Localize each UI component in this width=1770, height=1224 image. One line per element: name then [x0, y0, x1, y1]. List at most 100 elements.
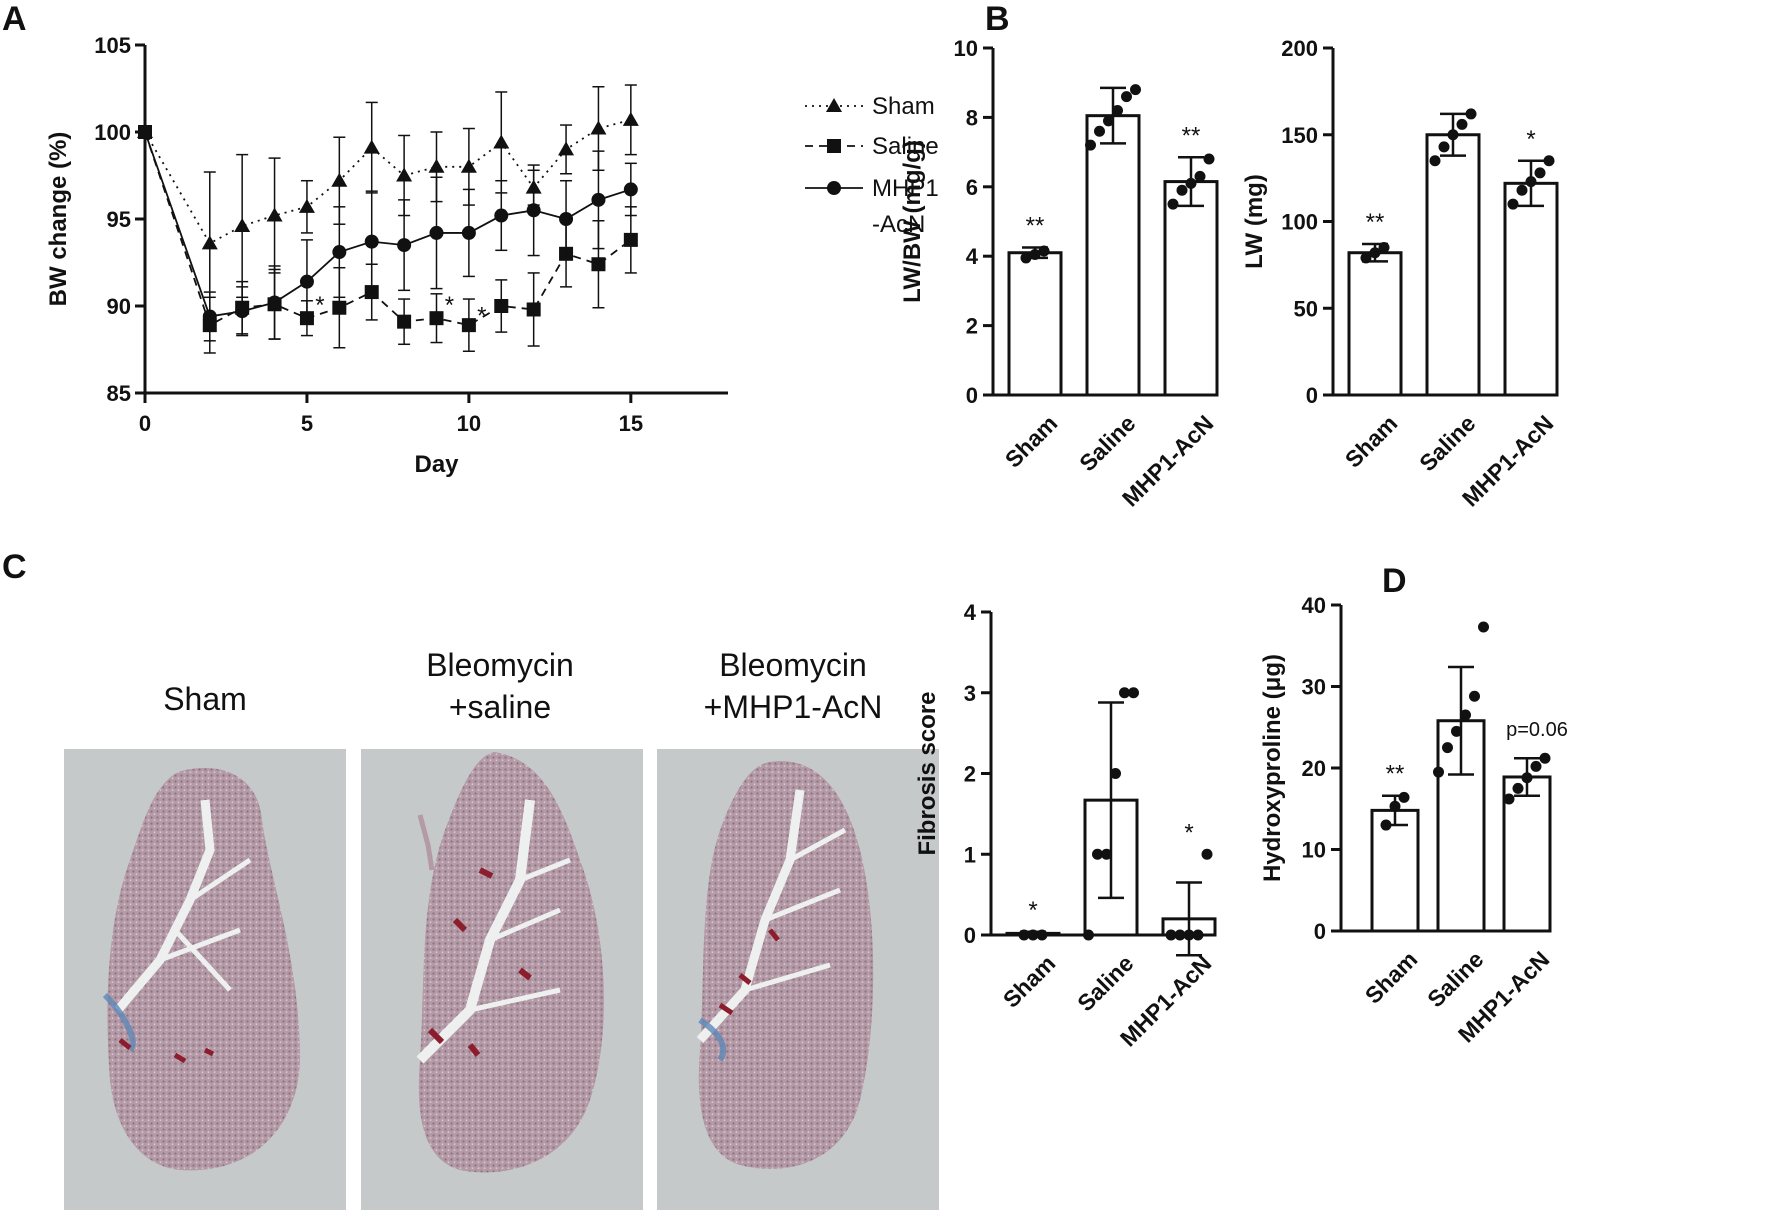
- d-data-point: [1451, 725, 1462, 737]
- c-data-point: [1036, 929, 1048, 941]
- b2-y-tick-label: 100: [1281, 210, 1318, 235]
- b2-y-tick-label: 50: [1294, 296, 1318, 321]
- a-data-point: [138, 125, 152, 139]
- a-data-point: [397, 238, 412, 253]
- b1-data-point: [1203, 153, 1215, 165]
- d-category-label: Sham: [1360, 946, 1423, 1009]
- micrograph-bleomycin-saline: [361, 749, 643, 1210]
- d-data-point: [1469, 690, 1480, 702]
- a-data-point: [202, 309, 217, 324]
- a-series-0: [137, 84, 639, 316]
- d-p-value-note: p=0.06: [1506, 719, 1568, 741]
- b2-y-tick-label: 0: [1306, 383, 1318, 408]
- b1-data-point: [1194, 170, 1206, 182]
- a-data-point: [623, 182, 638, 197]
- a-significance-star: *: [315, 292, 324, 319]
- b1-data-point: [1085, 139, 1096, 151]
- b2-bar: [1503, 181, 1559, 397]
- d-data-point: [1380, 819, 1392, 831]
- b1-data-point: [1020, 252, 1032, 264]
- b1-data-point: [1130, 84, 1141, 96]
- b1-data-point: [1103, 115, 1114, 127]
- c-data-point: [1101, 848, 1112, 860]
- d-significance-star: **: [1386, 761, 1405, 788]
- micrograph-sham: [64, 749, 346, 1210]
- b1-significance-star: **: [1026, 213, 1045, 240]
- a-data-point: [428, 158, 445, 173]
- b1-data-point: [1185, 177, 1197, 189]
- c-data-point: [1027, 929, 1039, 941]
- c-y-tick-label: 1: [964, 842, 976, 867]
- d-data-point: [1389, 800, 1401, 812]
- c-y-tick-label: 0: [964, 923, 976, 948]
- a-data-point: [396, 167, 413, 182]
- a-y-tick-label: 100: [94, 120, 131, 145]
- b1-y-tick-label: 8: [966, 105, 978, 130]
- b1-bar: [1007, 251, 1063, 397]
- a-significance-star: *: [477, 302, 486, 329]
- c-y-tick-label: 4: [964, 600, 977, 625]
- a-series-line: [144, 131, 632, 318]
- b2-data-point: [1525, 176, 1537, 188]
- b2-data-point: [1456, 118, 1468, 130]
- a-data-point: [622, 111, 639, 126]
- b1-y-tick-label: 10: [954, 36, 978, 61]
- a-data-point: [461, 225, 476, 240]
- b1-category-label: Sham: [1000, 410, 1063, 473]
- d-data-point: [1512, 782, 1524, 794]
- a-data-point: [494, 208, 509, 223]
- a-data-point: [494, 299, 509, 313]
- b1-data-point: [1121, 91, 1132, 103]
- a-data-point: [526, 302, 541, 317]
- a-series-2: [138, 125, 638, 342]
- panel-label-a: A: [2, 0, 27, 38]
- b1-bar: [1085, 114, 1141, 397]
- d-data-point: [1460, 709, 1471, 721]
- a-data-point: [590, 120, 607, 135]
- b2-data-point: [1369, 247, 1381, 259]
- c-category-label: Saline: [1072, 950, 1138, 1016]
- a-data-point: [429, 225, 444, 240]
- d-y-axis-title: Hydroxyproline (μg): [1259, 654, 1286, 882]
- b2-y-tick-label: 200: [1281, 36, 1318, 61]
- a-x-tick-label: 0: [139, 411, 151, 436]
- panel-label-d: D: [1382, 562, 1407, 600]
- a-legend-marker: [827, 181, 841, 195]
- a-data-point: [332, 245, 347, 260]
- a-data-point: [493, 134, 510, 149]
- c-data-point: [1110, 768, 1121, 779]
- c-data-point: [1119, 687, 1130, 699]
- a-significance-star: *: [445, 292, 454, 319]
- b1-data-point: [1176, 184, 1188, 196]
- a-x-tick-label: 5: [301, 411, 313, 436]
- b1-data-point: [1029, 248, 1041, 260]
- d-data-point: [1503, 793, 1515, 805]
- a-data-point: [559, 212, 574, 226]
- b2-data-point: [1534, 167, 1546, 179]
- c-y-axis-title: Fibrosis score: [914, 691, 941, 855]
- a-data-point: [201, 235, 218, 250]
- b1-data-point: [1094, 125, 1105, 137]
- b2-data-point: [1429, 155, 1441, 167]
- b2-bar: [1347, 251, 1403, 397]
- a-data-point: [591, 257, 606, 272]
- b2-data-point: [1543, 155, 1555, 167]
- b2-data-point: [1438, 141, 1450, 153]
- b2-category-label: Sham: [1340, 410, 1403, 473]
- c-data-point: [1018, 929, 1030, 941]
- a-data-point: [623, 232, 638, 247]
- a-y-tick-label: 105: [94, 33, 131, 58]
- b2-category-label: Saline: [1414, 410, 1480, 476]
- a-data-point: [429, 311, 444, 326]
- a-data-point: [266, 207, 283, 222]
- a-data-point: [234, 217, 251, 232]
- b1-y-tick-label: 0: [966, 383, 978, 408]
- a-x-axis-title: Day: [414, 451, 459, 478]
- d-bar: [1370, 808, 1420, 933]
- d-data-point: [1433, 766, 1444, 778]
- c-data-point: [1165, 929, 1177, 941]
- c-category-label: Sham: [998, 950, 1061, 1013]
- b2-data-point: [1378, 242, 1390, 254]
